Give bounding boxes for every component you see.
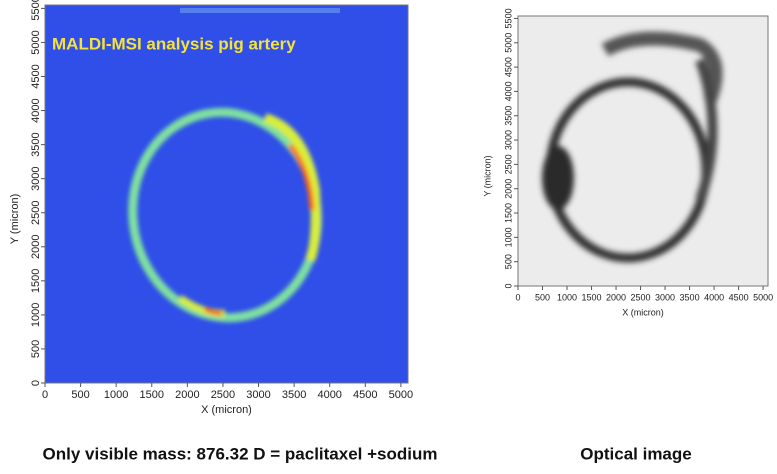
x-tick-label: 4000 xyxy=(704,292,724,302)
y-tick-label: 4500 xyxy=(30,64,42,88)
x-tick-label: 4500 xyxy=(729,292,749,302)
x-tick-label: 0 xyxy=(515,292,520,302)
y-tick-label: 2000 xyxy=(30,235,42,259)
y-tick-label: 1500 xyxy=(503,203,513,223)
x-tick-label: 2000 xyxy=(606,292,626,302)
x-tick-label: 1500 xyxy=(140,389,164,401)
heatmap-ring xyxy=(128,107,322,323)
y-tick-label: 1000 xyxy=(30,303,42,327)
x-tick-label: 4500 xyxy=(353,389,377,401)
y-tick-label: 5000 xyxy=(30,30,42,54)
y-tick-label: 3000 xyxy=(503,130,513,150)
heatmap-background xyxy=(45,5,408,383)
x-axis-label: X (micron) xyxy=(622,307,664,317)
x-tick-label: 3000 xyxy=(655,292,675,302)
x-tick-label: 500 xyxy=(535,292,550,302)
y-tick-label: 2500 xyxy=(30,200,42,224)
plot-frame xyxy=(44,4,409,384)
x-tick-label: 1500 xyxy=(582,292,602,302)
y-tick-label: 1500 xyxy=(30,269,42,293)
panel-title: MALDI-MSI analysis pig artery xyxy=(52,34,296,53)
optical-ring xyxy=(542,31,723,263)
y-tick-label: 4500 xyxy=(503,57,513,77)
y-tick-label: 2000 xyxy=(503,179,513,199)
y-tick-label: 0 xyxy=(503,283,513,288)
x-tick-label: 500 xyxy=(71,389,89,401)
y-tick-label: 500 xyxy=(30,340,42,358)
y-tick-label: 3500 xyxy=(503,106,513,126)
x-tick-label: 2000 xyxy=(175,389,199,401)
y-tick-label: 5500 xyxy=(30,0,42,21)
y-tick-label: 4000 xyxy=(503,81,513,101)
x-tick-label: 4000 xyxy=(317,389,341,401)
y-tick-label: 3000 xyxy=(30,166,42,190)
y-tick-label: 3500 xyxy=(30,132,42,156)
y-tick-label: 5500 xyxy=(503,8,513,28)
x-tick-label: 2500 xyxy=(631,292,651,302)
x-tick-label: 1000 xyxy=(557,292,577,302)
caption: Optical image xyxy=(580,444,691,463)
x-tick-label: 5000 xyxy=(753,292,773,302)
y-tick-label: 4000 xyxy=(30,98,42,122)
x-tick-label: 5000 xyxy=(389,389,413,401)
y-tick-label: 2500 xyxy=(503,154,513,174)
x-tick-label: 0 xyxy=(42,389,48,401)
x-tick-label: 1000 xyxy=(104,389,128,401)
plot-frame xyxy=(517,15,769,287)
y-tick-label: 1000 xyxy=(503,227,513,247)
x-tick-label: 3500 xyxy=(282,389,306,401)
x-axis-label: X (micron) xyxy=(201,404,252,416)
caption: Only visible mass: 876.32 D = paclitaxel… xyxy=(43,444,438,463)
y-tick-label: 5000 xyxy=(503,33,513,53)
y-axis-label: Y (micron) xyxy=(482,155,492,196)
x-tick-label: 3500 xyxy=(680,292,700,302)
heatmap-noise xyxy=(180,8,340,13)
y-tick-label: 0 xyxy=(30,380,42,386)
y-axis-label: Y (micron) xyxy=(9,194,21,245)
x-tick-label: 3000 xyxy=(246,389,270,401)
y-tick-label: 500 xyxy=(503,254,513,269)
x-tick-label: 2500 xyxy=(211,389,235,401)
